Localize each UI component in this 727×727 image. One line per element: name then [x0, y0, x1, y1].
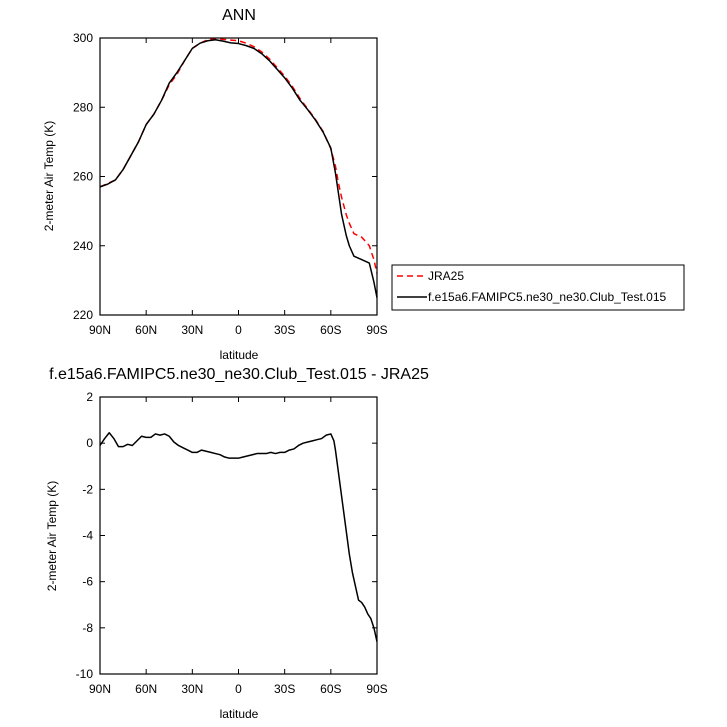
top-y-tick-labels: 220 240 260 280 300: [73, 31, 93, 322]
top-plot-frame: [99, 37, 378, 316]
bottom-y-tick-label: -4: [82, 529, 93, 543]
bottom-x-tick-label: 60N: [135, 682, 157, 696]
top-x-tick-label: 30S: [274, 323, 295, 337]
bottom-chart-title: f.e15a6.FAMIPC5.ne30_ne30.Club_Test.015 …: [49, 366, 429, 383]
bottom-y-tick-label: -8: [82, 621, 93, 635]
top-series-line-0: [99, 37, 378, 274]
top-x-tick-label: 60S: [320, 323, 341, 337]
top-series-lines: [99, 37, 378, 298]
bottom-series-line-0: [99, 432, 378, 642]
top-y-axis-label: 2-meter Air Temp (K): [42, 121, 56, 231]
bottom-x-tick-label: 30N: [181, 682, 203, 696]
legend: JRA25 f.e15a6.FAMIPC5.ne30_ne30.Club_Tes…: [391, 264, 685, 311]
bottom-y-axis-label: 2-meter Air Temp (K): [45, 481, 59, 591]
bottom-y-tick-labels: -10 -8 -6 -4 -2 0 2: [76, 390, 94, 681]
bottom-x-tick-label: 0: [235, 682, 242, 696]
bottom-series-lines: [99, 432, 378, 642]
bottom-x-axis-label: latitude: [220, 707, 259, 721]
bottom-x-tick-labels: 90N 60N 30N 0 30S 60S 90S: [89, 682, 388, 696]
bottom-x-tick-label: 90N: [89, 682, 111, 696]
top-x-tick-label: 60N: [135, 323, 157, 337]
bottom-y-tick-label: 0: [86, 436, 93, 450]
top-y-tick-label: 220: [73, 308, 93, 322]
top-x-tick-label: 0: [235, 323, 242, 337]
top-y-tick-label: 300: [73, 31, 93, 45]
top-panel: ANN 90N 60N 30N 0 30S 60S 90S 220240260280300 …: [42, 7, 685, 362]
bottom-y-tick-label: -2: [82, 482, 93, 496]
top-y-tick-label: 280: [73, 100, 93, 114]
top-series-line-1: [99, 38, 378, 298]
top-chart-title: ANN: [222, 7, 256, 24]
bottom-y-tick-label: -6: [82, 575, 93, 589]
top-x-tick-label: 30N: [181, 323, 203, 337]
bottom-x-tick-label: 90S: [366, 682, 387, 696]
top-x-tick-label: 90S: [366, 323, 387, 337]
top-y-tick-label: 260: [73, 170, 93, 184]
top-x-axis-label: latitude: [220, 348, 259, 362]
top-x-tick-label: 90N: [89, 323, 111, 337]
legend-label-model: f.e15a6.FAMIPC5.ne30_ne30.Club_Test.015: [428, 290, 666, 304]
bottom-x-tick-label: 30S: [274, 682, 295, 696]
top-y-tick-label: 240: [73, 239, 93, 253]
top-x-tick-labels: 90N 60N 30N 0 30S 60S 90S: [89, 323, 388, 337]
bottom-y-tick-label: 2: [86, 390, 93, 404]
bottom-plot-frame: [99, 396, 378, 675]
legend-box: [391, 264, 685, 311]
bottom-y-tick-label: -10: [76, 667, 94, 681]
bottom-x-tick-label: 60S: [320, 682, 341, 696]
bottom-ticks: [99, 396, 378, 675]
bottom-panel: f.e15a6.FAMIPC5.ne30_ne30.Club_Test.015 …: [45, 366, 429, 721]
legend-label-jra25: JRA25: [428, 269, 464, 283]
